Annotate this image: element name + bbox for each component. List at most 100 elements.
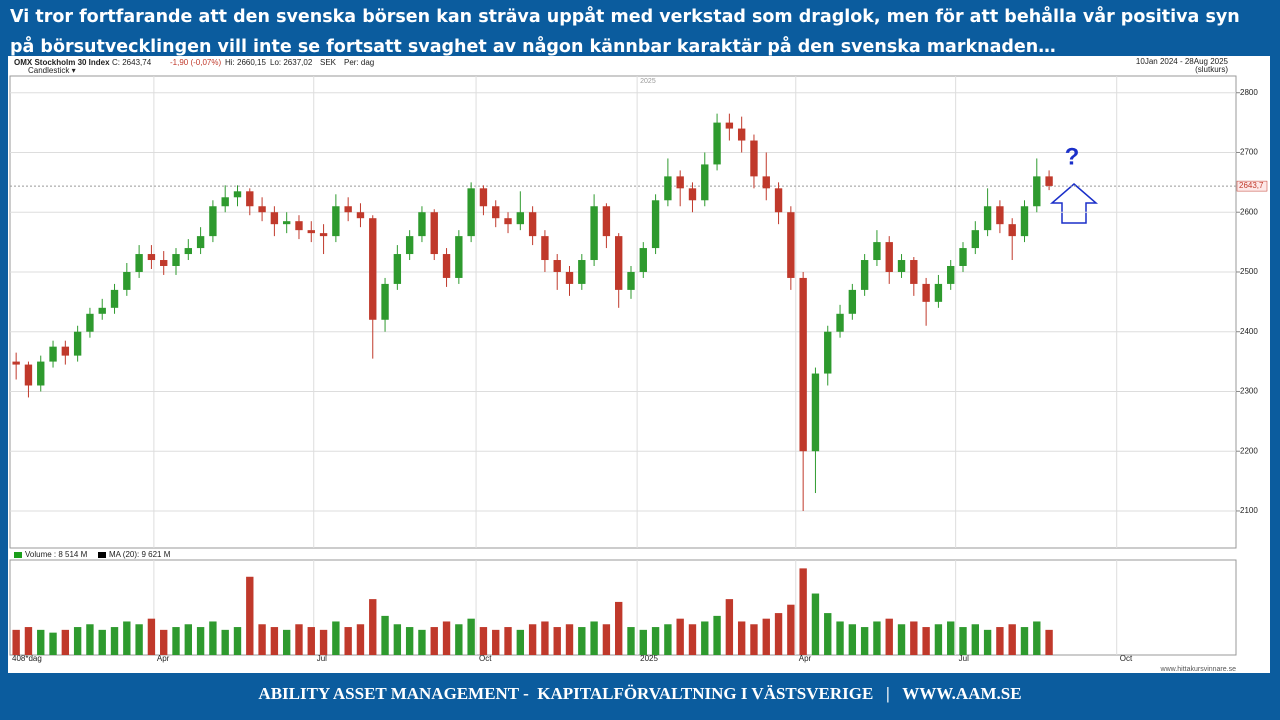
volume-bar (615, 601, 623, 655)
legend-swatch (14, 552, 22, 558)
chart-style: Candlestick ▾ (28, 66, 76, 75)
x-tick-label: 2025 (640, 654, 658, 663)
candle-body (774, 188, 783, 213)
candle-body (37, 361, 45, 386)
candle-body (282, 221, 291, 225)
volume-bar (676, 618, 684, 655)
candle-body (393, 254, 402, 284)
volume-bar (996, 627, 1004, 655)
volume-bar (233, 627, 242, 655)
volume-bar (356, 624, 365, 655)
volume-bar (49, 632, 57, 655)
candle-body (430, 212, 438, 255)
candle-body (897, 260, 906, 272)
volume-bar (442, 621, 451, 655)
volume-bar (565, 624, 574, 655)
candle-body (1008, 224, 1016, 237)
volume-bar (332, 621, 340, 655)
volume-bar (246, 576, 254, 655)
up-arrow (1049, 183, 1099, 224)
candle-body (528, 212, 537, 237)
index-name: OMX Stockholm 30 Index (14, 58, 110, 67)
candle-body (246, 191, 254, 207)
candle-body (737, 128, 746, 141)
volume-bar (12, 629, 20, 655)
volume-bar (959, 627, 967, 655)
volume-bar (774, 613, 783, 655)
volume-bar (61, 629, 70, 655)
volume-bar (922, 627, 930, 655)
volume-bar (590, 621, 598, 655)
candle-body (541, 236, 549, 261)
y-tick-label: 2100 (1240, 506, 1258, 515)
candle-body (664, 176, 672, 201)
volume-bar (504, 627, 512, 655)
candle-body (787, 212, 795, 278)
y-tick-label: 2600 (1240, 207, 1258, 216)
candle-body (12, 361, 20, 365)
volume-bar (160, 629, 168, 655)
volume-bar (762, 618, 770, 655)
candle-body (233, 191, 242, 198)
price-frame (9, 75, 1237, 549)
candle-body (1020, 206, 1029, 237)
candle-body (405, 236, 414, 255)
volume-bar (455, 624, 463, 655)
volume-bar (479, 627, 488, 655)
volume-bar (86, 624, 94, 655)
volume-bar (73, 627, 82, 655)
volume-bar (344, 627, 352, 655)
annotation: ? (1065, 143, 1080, 170)
candle-body (615, 236, 623, 290)
candle-body (479, 188, 488, 207)
candle-body (676, 176, 684, 189)
candle-body (307, 230, 315, 234)
volume-bar (701, 621, 709, 655)
x-tick-label: Apr (799, 654, 812, 663)
legend-label: MA (20): 9 621 M (109, 550, 171, 559)
y-tick-label: 2500 (1240, 267, 1258, 276)
volume-bar (135, 624, 143, 655)
volume-bar (528, 624, 537, 655)
candle-body (578, 260, 586, 284)
candle-body (196, 236, 205, 249)
close-value: C: 2643,74 (112, 58, 152, 67)
candle-body (492, 206, 500, 219)
volume-bar (873, 621, 881, 655)
x-tick-label: Oct (1120, 654, 1133, 663)
candle-body (356, 212, 365, 219)
volume-bar (811, 593, 820, 655)
candle-body (381, 283, 389, 320)
volume-bar (98, 629, 106, 655)
volume-bar (627, 627, 635, 655)
candle-body (639, 248, 647, 272)
currency: SEK (320, 58, 337, 67)
volume-bar (393, 624, 402, 655)
y-tick-label: 2700 (1240, 148, 1258, 157)
candle-body (688, 188, 697, 201)
volume-bar (799, 568, 807, 655)
source: www.hittakursvinnare.se (1160, 666, 1237, 673)
y-tick-label: 2400 (1240, 327, 1258, 336)
volume-bar (282, 629, 291, 655)
candle-body (553, 260, 561, 272)
volume-bar (578, 627, 586, 655)
volume-bar (418, 629, 426, 655)
y-tick-label: 2200 (1240, 446, 1258, 455)
volume-bar (381, 615, 389, 655)
candle-body (369, 218, 377, 320)
x-tick-label: Jul (959, 654, 969, 663)
price-type: (slutkurs) (1195, 65, 1228, 74)
candle-body (98, 307, 106, 314)
candle-body (184, 248, 192, 255)
chart-background (8, 56, 1270, 673)
candle-body (750, 140, 758, 177)
volume-bar (725, 599, 734, 655)
volume-bar (319, 629, 328, 655)
legend-swatch (98, 552, 106, 558)
candle-body (135, 254, 143, 272)
date-range: 10Jan 2024 - 28Aug 2025 (1136, 57, 1229, 66)
candle-body (270, 212, 279, 225)
slide-title: Vi tror fortfarande att den svenska börs… (10, 7, 1240, 57)
